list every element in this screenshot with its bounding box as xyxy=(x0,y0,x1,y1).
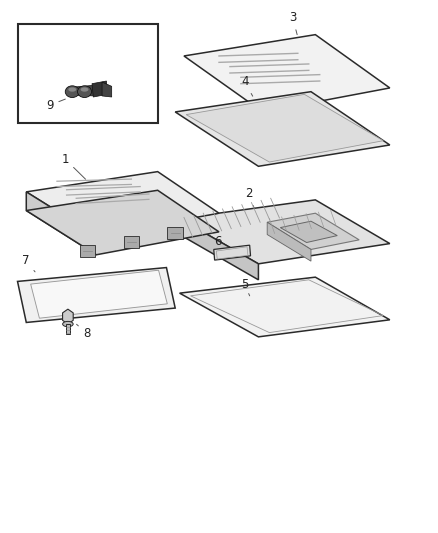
Text: 2: 2 xyxy=(245,187,254,208)
Text: 8: 8 xyxy=(77,324,91,340)
Polygon shape xyxy=(18,268,175,322)
Polygon shape xyxy=(280,221,337,243)
Polygon shape xyxy=(26,172,219,236)
Polygon shape xyxy=(92,81,107,97)
Polygon shape xyxy=(102,82,112,97)
Polygon shape xyxy=(31,270,167,318)
Text: 9: 9 xyxy=(46,99,65,112)
Polygon shape xyxy=(267,222,311,261)
Text: 1: 1 xyxy=(61,152,85,179)
Polygon shape xyxy=(175,92,390,166)
Text: 3: 3 xyxy=(289,11,297,35)
Polygon shape xyxy=(186,94,383,162)
Text: 4: 4 xyxy=(241,75,253,96)
Polygon shape xyxy=(214,245,251,260)
Text: 5: 5 xyxy=(241,278,250,296)
Text: 6: 6 xyxy=(215,235,230,251)
Polygon shape xyxy=(180,277,390,337)
Bar xyxy=(124,236,139,248)
Text: 7: 7 xyxy=(22,254,35,272)
Bar xyxy=(66,324,70,334)
Polygon shape xyxy=(184,35,390,112)
Ellipse shape xyxy=(65,86,79,98)
Ellipse shape xyxy=(78,86,92,98)
Polygon shape xyxy=(180,200,390,264)
Ellipse shape xyxy=(68,87,76,92)
Ellipse shape xyxy=(81,87,88,92)
Polygon shape xyxy=(70,85,94,96)
Polygon shape xyxy=(267,213,359,249)
Polygon shape xyxy=(26,190,219,255)
Ellipse shape xyxy=(63,321,73,327)
Polygon shape xyxy=(26,192,96,255)
Polygon shape xyxy=(180,219,258,280)
Bar xyxy=(80,245,95,257)
Bar xyxy=(167,227,183,239)
Bar xyxy=(18,24,158,123)
